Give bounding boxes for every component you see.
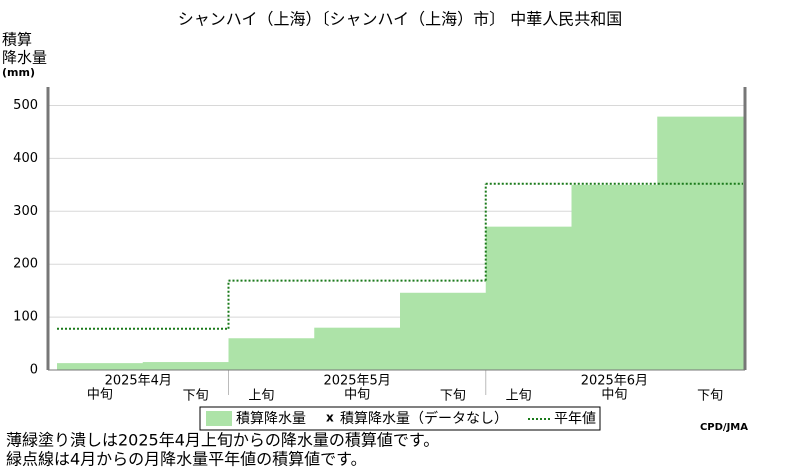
y-tick-label: 400 xyxy=(13,151,38,166)
y-tick-label: 100 xyxy=(13,310,38,325)
legend-swatch xyxy=(206,411,232,426)
legend-label: 積算降水量（データなし） xyxy=(340,410,508,427)
y-axis-label: (mm) xyxy=(2,66,35,79)
x-tick-label: 中旬 xyxy=(601,388,627,403)
note: 薄緑塗り潰しは2025年4月上旬からの降水量の積算値です。 xyxy=(6,431,439,450)
credit: CPD/JMA xyxy=(700,422,748,433)
chart-title: シャンハイ（上海）〔シャンハイ（上海）市〕 中華人民共和国 xyxy=(178,10,622,29)
bar xyxy=(485,226,572,370)
month-label: 2025年5月 xyxy=(323,374,390,389)
bar xyxy=(314,327,401,370)
x-tick-label: 中旬 xyxy=(87,388,113,403)
legend-symbol: x xyxy=(326,411,334,425)
x-tick-label: 下旬 xyxy=(183,389,209,404)
bar xyxy=(657,116,744,370)
y-tick-label: 0 xyxy=(30,363,38,378)
bar xyxy=(228,338,315,370)
y-axis-label: 積算 xyxy=(2,31,32,49)
legend-label: 積算降水量 xyxy=(236,411,306,427)
y-tick-label: 300 xyxy=(13,204,38,219)
bar xyxy=(57,363,144,370)
y-tick-label: 200 xyxy=(13,257,38,272)
x-tick-label: 下旬 xyxy=(440,389,466,404)
bar xyxy=(571,184,658,370)
x-tick-label: 下旬 xyxy=(697,389,723,404)
x-tick-label: 上旬 xyxy=(506,389,532,404)
note: 緑点線は4月からの月降水量平年値の積算値です。 xyxy=(6,450,367,469)
y-tick-label: 500 xyxy=(13,98,38,113)
x-tick-label: 中旬 xyxy=(344,388,370,403)
x-tick-label: 上旬 xyxy=(248,389,274,404)
y-axis-label: 降水量 xyxy=(2,49,47,67)
month-label: 2025年6月 xyxy=(581,374,648,389)
legend-label: 平年値 xyxy=(554,411,596,427)
legend-box xyxy=(199,406,601,431)
bar xyxy=(142,362,229,370)
bar xyxy=(400,292,487,370)
month-label: 2025年4月 xyxy=(105,374,172,389)
